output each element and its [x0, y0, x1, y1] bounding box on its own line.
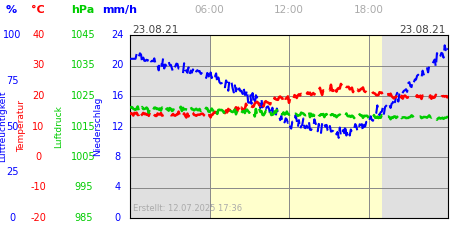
Text: -10: -10 — [31, 182, 46, 192]
Text: 75: 75 — [6, 76, 19, 86]
Text: 1005: 1005 — [71, 152, 95, 162]
Text: 995: 995 — [74, 182, 93, 192]
Text: 20: 20 — [112, 60, 124, 70]
Text: %: % — [6, 5, 17, 15]
Text: 30: 30 — [32, 60, 45, 70]
Text: 40: 40 — [32, 30, 45, 40]
Text: 20: 20 — [32, 91, 45, 101]
Text: 0: 0 — [35, 152, 41, 162]
Text: 16: 16 — [112, 91, 124, 101]
Text: Temperatur: Temperatur — [17, 100, 26, 152]
Text: 24: 24 — [112, 30, 124, 40]
Text: 12: 12 — [112, 122, 124, 132]
Text: Luftdruck: Luftdruck — [54, 105, 63, 148]
Text: 18:00: 18:00 — [354, 5, 383, 15]
Text: 23.08.21: 23.08.21 — [400, 25, 446, 35]
Text: hPa: hPa — [72, 5, 95, 15]
Text: 985: 985 — [74, 213, 93, 223]
Text: 100: 100 — [4, 30, 22, 40]
Text: mm/h: mm/h — [102, 5, 137, 15]
Text: 4: 4 — [115, 182, 121, 192]
Text: 1035: 1035 — [71, 60, 95, 70]
Text: -20: -20 — [30, 213, 46, 223]
Text: Luftfeuchtigkeit: Luftfeuchtigkeit — [0, 91, 7, 162]
Text: 1045: 1045 — [71, 30, 95, 40]
Text: 0: 0 — [115, 213, 121, 223]
Text: Erstellt: 12.07.2025 17:36: Erstellt: 12.07.2025 17:36 — [133, 204, 242, 212]
Text: Niederschlag: Niederschlag — [94, 97, 103, 156]
Text: 06:00: 06:00 — [194, 5, 225, 15]
Text: 0: 0 — [9, 213, 16, 223]
Text: 8: 8 — [115, 152, 121, 162]
Text: 1015: 1015 — [71, 122, 95, 132]
Bar — [210, 35, 382, 218]
Text: 50: 50 — [6, 122, 19, 132]
Text: 23.08.21: 23.08.21 — [132, 25, 179, 35]
Text: °C: °C — [32, 5, 45, 15]
Text: 25: 25 — [6, 167, 19, 177]
Text: 1025: 1025 — [71, 91, 95, 101]
Text: 10: 10 — [32, 122, 45, 132]
Text: 12:00: 12:00 — [274, 5, 304, 15]
